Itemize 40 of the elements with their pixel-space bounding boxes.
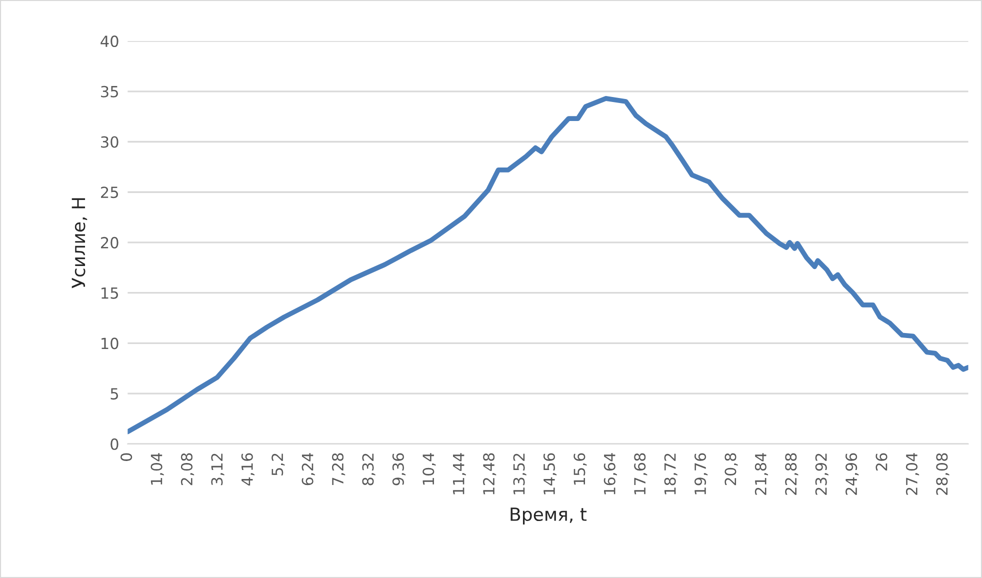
y-tick-label: 25	[101, 186, 118, 198]
x-tick-label: 17,68	[634, 453, 648, 494]
x-tick-label: 21,84	[754, 453, 768, 495]
x-tick-label: 28,08	[936, 453, 950, 495]
line-series	[128, 96, 968, 434]
x-tick-label: 9,36	[392, 453, 406, 486]
x-tick-label: 0	[120, 453, 132, 461]
x-axis-title: Время, t	[510, 508, 587, 525]
y-tick-label: 20	[101, 236, 118, 248]
x-tick-label: 2,08	[180, 453, 194, 486]
x-tick-label: 6,24	[302, 453, 315, 486]
x-tick-label: 12,48	[483, 453, 496, 494]
y-tick-label: 10	[102, 338, 118, 350]
y-axis-title: Усилие, Н	[72, 198, 88, 288]
x-tick-label: 14,56	[543, 453, 557, 494]
x-tick-label: 4,16	[241, 453, 254, 486]
x-tick-label: 24,96	[846, 453, 859, 495]
x-tick-label: 3,12	[211, 454, 224, 486]
x-tick-label: 10,4	[422, 453, 436, 485]
y-tick-label: 15	[102, 287, 118, 299]
x-tick-label: 8,32	[362, 454, 376, 486]
x-tick-label: 7,28	[332, 453, 346, 485]
x-tick-label: 15,6	[574, 453, 587, 485]
x-tick-label: 20,8	[724, 453, 738, 486]
x-tick-label: 26	[876, 453, 888, 471]
x-tick-label: 5,2	[272, 454, 285, 476]
y-tick-label: 35	[101, 86, 118, 98]
x-tick-label: 18,72	[664, 454, 678, 494]
y-tick-label: 30	[101, 136, 118, 148]
y-tick-label: 0	[110, 438, 118, 450]
y-tick-label: 40	[100, 36, 118, 48]
x-tick-label: 16,64	[604, 453, 617, 494]
x-tick-label: 1,04	[150, 453, 164, 485]
x-tick-label: 22,88	[785, 453, 798, 495]
y-tick-label: 5	[110, 388, 118, 400]
x-tick-label: 19,76	[694, 453, 708, 494]
x-tick-label: 13,52	[513, 454, 526, 494]
x-tick-label: 11,44	[453, 453, 466, 494]
x-tick-label: 23,92	[815, 454, 828, 495]
x-tick-label: 27,04	[906, 453, 920, 495]
